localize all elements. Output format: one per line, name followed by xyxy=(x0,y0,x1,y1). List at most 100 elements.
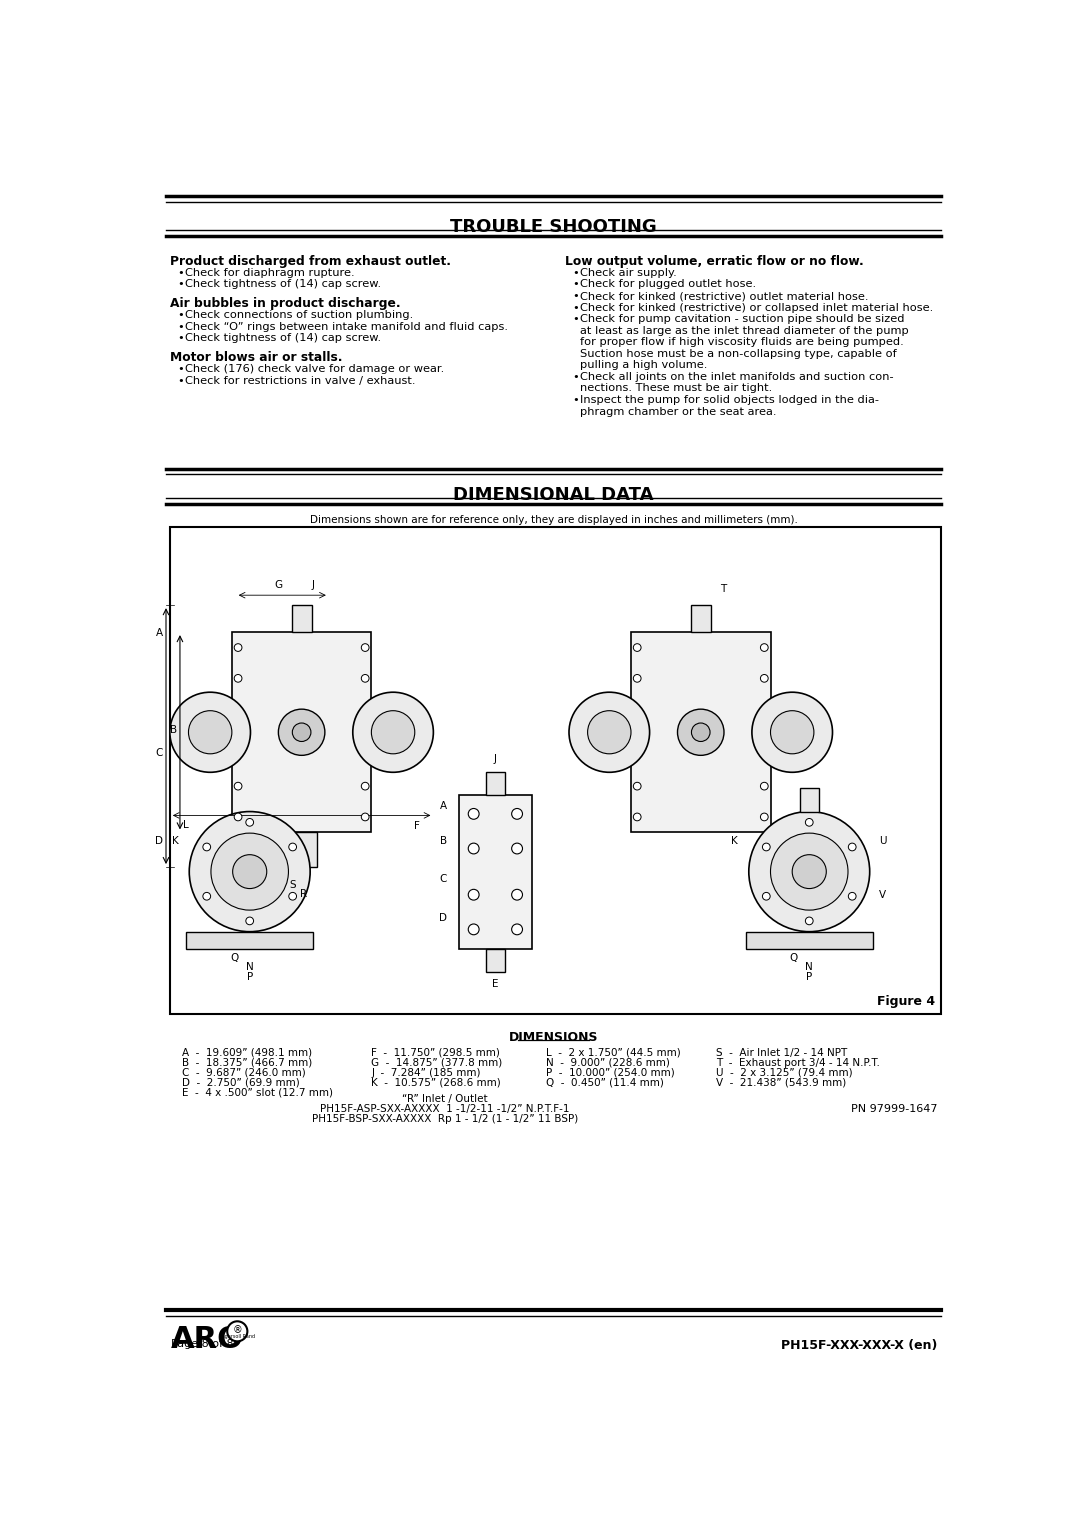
Text: L  -  2 x 1.750” (44.5 mm): L - 2 x 1.750” (44.5 mm) xyxy=(545,1048,680,1058)
Text: •: • xyxy=(572,267,579,278)
Circle shape xyxy=(232,855,267,889)
Text: Air bubbles in product discharge.: Air bubbles in product discharge. xyxy=(170,298,401,310)
Bar xyxy=(459,794,532,948)
Text: Figure 4: Figure 4 xyxy=(877,996,935,1008)
Bar xyxy=(486,948,504,971)
Circle shape xyxy=(512,924,523,935)
Text: Check for pump cavitation - suction pipe should be sized: Check for pump cavitation - suction pipe… xyxy=(580,315,904,324)
Text: for proper flow if high viscosity fluids are being pumped.: for proper flow if high viscosity fluids… xyxy=(580,337,904,347)
Circle shape xyxy=(170,692,251,773)
Text: •: • xyxy=(177,322,184,331)
Circle shape xyxy=(633,644,642,652)
Circle shape xyxy=(793,855,826,889)
Text: •: • xyxy=(177,365,184,374)
Circle shape xyxy=(677,709,724,756)
Text: C: C xyxy=(440,875,447,884)
Circle shape xyxy=(362,644,369,652)
Text: ®: ® xyxy=(232,1325,242,1335)
Text: E: E xyxy=(275,870,282,881)
Circle shape xyxy=(211,834,288,910)
Text: Check for kinked (restrictive) outlet material hose.: Check for kinked (restrictive) outlet ma… xyxy=(580,292,868,301)
Text: E  -  4 x .500” slot (12.7 mm): E - 4 x .500” slot (12.7 mm) xyxy=(181,1089,333,1098)
Text: at least as large as the inlet thread diameter of the pump: at least as large as the inlet thread di… xyxy=(580,325,908,336)
Text: ARO: ARO xyxy=(171,1325,244,1354)
Text: nections. These must be air tight.: nections. These must be air tight. xyxy=(580,383,772,394)
Text: L: L xyxy=(184,820,189,831)
Text: G  -  14.875” (377.8 mm): G - 14.875” (377.8 mm) xyxy=(372,1058,502,1067)
Text: Low output volume, erratic flow or no flow.: Low output volume, erratic flow or no fl… xyxy=(565,255,864,267)
Circle shape xyxy=(748,811,869,931)
Text: B  -  18.375” (466.7 mm): B - 18.375” (466.7 mm) xyxy=(181,1058,312,1067)
Text: DIMENSIONS: DIMENSIONS xyxy=(509,1031,598,1044)
Circle shape xyxy=(848,843,856,851)
Text: G: G xyxy=(274,580,283,589)
Bar xyxy=(486,771,504,794)
Text: U  -  2 x 3.125” (79.4 mm): U - 2 x 3.125” (79.4 mm) xyxy=(716,1067,853,1078)
Text: Check connections of suction plumbing.: Check connections of suction plumbing. xyxy=(185,310,413,321)
Circle shape xyxy=(770,710,814,754)
Text: PH15F-BSP-SXX-AXXXX  Rp 1 - 1/2 (1 - 1/2” 11 BSP): PH15F-BSP-SXX-AXXXX Rp 1 - 1/2 (1 - 1/2”… xyxy=(312,1115,578,1124)
Circle shape xyxy=(288,843,297,851)
Text: S  -  Air Inlet 1/2 - 14 NPT: S - Air Inlet 1/2 - 14 NPT xyxy=(716,1048,848,1058)
Circle shape xyxy=(848,892,856,899)
Text: J: J xyxy=(494,754,497,764)
Circle shape xyxy=(293,722,311,742)
Text: Check all joints on the inlet manifolds and suction con-: Check all joints on the inlet manifolds … xyxy=(580,373,893,382)
Text: Check for kinked (restrictive) or collapsed inlet material hose.: Check for kinked (restrictive) or collap… xyxy=(580,302,933,313)
Bar xyxy=(286,832,318,867)
Text: N: N xyxy=(246,962,254,973)
Text: Check “O” rings between intake manifold and fluid caps.: Check “O” rings between intake manifold … xyxy=(185,322,508,331)
Circle shape xyxy=(246,918,254,925)
Text: •: • xyxy=(177,279,184,290)
Text: Q  -  0.450” (11.4 mm): Q - 0.450” (11.4 mm) xyxy=(545,1078,663,1087)
Text: pulling a high volume.: pulling a high volume. xyxy=(580,360,707,371)
Text: Page 8 of 8: Page 8 of 8 xyxy=(171,1339,233,1348)
Text: E: E xyxy=(492,979,499,989)
Circle shape xyxy=(362,812,369,822)
Text: •: • xyxy=(177,267,184,278)
Text: F: F xyxy=(414,822,420,831)
Circle shape xyxy=(691,722,710,742)
Text: “R” Inlet / Outlet: “R” Inlet / Outlet xyxy=(402,1095,488,1104)
Text: T  -  Exhaust port 3/4 - 14 N.P.T.: T - Exhaust port 3/4 - 14 N.P.T. xyxy=(716,1058,880,1067)
Circle shape xyxy=(234,812,242,822)
Circle shape xyxy=(279,709,325,756)
Circle shape xyxy=(227,1321,247,1341)
Circle shape xyxy=(362,675,369,683)
Text: phragm chamber or the seat area.: phragm chamber or the seat area. xyxy=(580,406,777,417)
Bar xyxy=(186,931,313,948)
Bar xyxy=(170,527,941,1014)
Text: T: T xyxy=(720,583,727,594)
Text: K: K xyxy=(731,835,738,846)
Text: TROUBLE SHOOTING: TROUBLE SHOOTING xyxy=(450,218,657,235)
Text: N: N xyxy=(806,962,813,973)
Circle shape xyxy=(806,818,813,826)
Bar xyxy=(745,931,873,948)
Text: •: • xyxy=(572,302,579,313)
Text: PH15F-ASP-SXX-AXXXX  1 -1/2-11 -1/2” N.P.T.F-1: PH15F-ASP-SXX-AXXXX 1 -1/2-11 -1/2” N.P.… xyxy=(321,1104,570,1115)
Text: P: P xyxy=(806,971,812,982)
Text: K: K xyxy=(172,835,178,846)
Text: •: • xyxy=(572,373,579,382)
Circle shape xyxy=(762,892,770,899)
Circle shape xyxy=(469,843,480,854)
Text: Check (176) check valve for damage or wear.: Check (176) check valve for damage or we… xyxy=(185,365,444,374)
Circle shape xyxy=(760,812,768,822)
Circle shape xyxy=(469,924,480,935)
Circle shape xyxy=(512,889,523,899)
Bar xyxy=(631,632,770,832)
Text: U: U xyxy=(879,835,887,846)
Circle shape xyxy=(762,843,770,851)
Text: D: D xyxy=(438,913,447,922)
Text: A: A xyxy=(156,628,163,638)
Text: DIMENSIONAL DATA: DIMENSIONAL DATA xyxy=(454,486,653,504)
Text: Check air supply.: Check air supply. xyxy=(580,267,676,278)
Text: C: C xyxy=(156,748,163,757)
Text: •: • xyxy=(177,333,184,344)
Text: •: • xyxy=(177,310,184,321)
Text: •: • xyxy=(177,376,184,386)
Text: N  -  9.000” (228.6 mm): N - 9.000” (228.6 mm) xyxy=(545,1058,670,1067)
Text: F  -  11.750” (298.5 mm): F - 11.750” (298.5 mm) xyxy=(372,1048,500,1058)
Text: Check tightness of (14) cap screw.: Check tightness of (14) cap screw. xyxy=(185,279,381,290)
Text: P: P xyxy=(246,971,253,982)
